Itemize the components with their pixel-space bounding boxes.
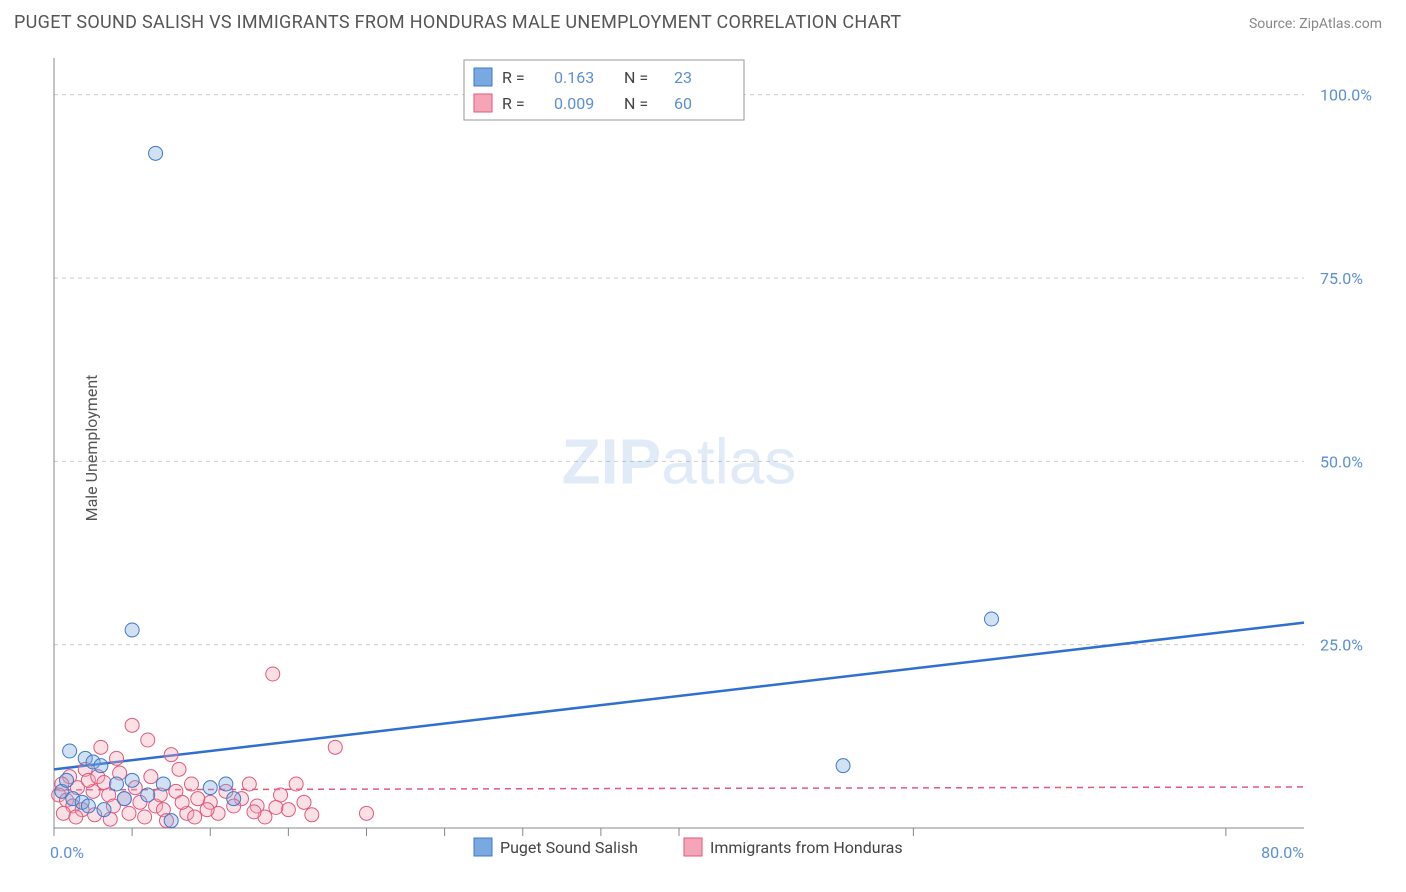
legend-r-value: 0.163 (554, 68, 594, 87)
scatter-point-pink (125, 718, 139, 732)
y-tick-label: 75.0% (1320, 269, 1363, 288)
scatter-point-pink (97, 776, 111, 790)
scatter-point-blue (125, 623, 139, 637)
legend-bottom-label: Immigrants from Honduras (710, 838, 903, 857)
scatter-point-pink (185, 777, 199, 791)
scatter-point-blue (141, 788, 155, 802)
scatter-point-blue (836, 759, 850, 773)
scatter-point-pink (172, 762, 186, 776)
scatter-point-pink (360, 806, 374, 820)
trend-line-pink (54, 787, 1304, 790)
y-axis-label: Male Unemployment (82, 375, 101, 522)
scatter-point-blue (110, 777, 124, 791)
source-attribution: Source: ZipAtlas.com (1249, 16, 1382, 32)
scatter-point-blue (985, 612, 999, 626)
legend-bottom-swatch (474, 838, 492, 856)
legend-bottom-label: Puget Sound Salish (500, 838, 638, 857)
scatter-point-pink (56, 806, 70, 820)
scatter-point-pink (188, 810, 202, 824)
watermark: ZIPatlas (562, 425, 797, 497)
scatter-point-pink (175, 795, 189, 809)
legend-n-value: 60 (674, 94, 692, 113)
legend-bottom-swatch (684, 838, 702, 856)
scatter-point-pink (200, 803, 214, 817)
scatter-point-pink (191, 792, 205, 806)
scatter-point-pink (274, 788, 288, 802)
scatter-point-pink (247, 805, 261, 819)
legend-n-label: N = (624, 68, 648, 87)
chart-header: PUGET SOUND SALISH VS IMMIGRANTS FROM HO… (0, 0, 1406, 37)
chart-title: PUGET SOUND SALISH VS IMMIGRANTS FROM HO… (14, 12, 901, 33)
scatter-point-pink (94, 740, 108, 754)
scatter-point-pink (266, 667, 280, 681)
scatter-point-blue (156, 777, 170, 791)
x-min-label: 0.0% (50, 843, 84, 862)
scatter-point-pink (141, 733, 155, 747)
scatter-point-blue (125, 773, 139, 787)
scatter-point-pink (144, 770, 158, 784)
scatter-point-blue (63, 744, 77, 758)
scatter-point-pink (305, 808, 319, 822)
legend-r-value: 0.009 (554, 94, 594, 113)
legend-n-value: 23 (674, 68, 692, 87)
scatter-point-pink (110, 751, 124, 765)
scatter-point-blue (227, 792, 241, 806)
scatter-point-blue (60, 773, 74, 787)
legend-swatch (474, 94, 492, 112)
y-tick-label: 25.0% (1320, 636, 1363, 655)
scatter-point-pink (269, 800, 283, 814)
scatter-point-pink (289, 777, 303, 791)
x-max-label: 80.0% (1261, 843, 1304, 862)
scatter-point-blue (149, 146, 163, 160)
scatter-point-pink (69, 810, 83, 824)
scatter-point-pink (297, 795, 311, 809)
scatter-point-blue (219, 777, 233, 791)
scatter-point-blue (117, 792, 131, 806)
legend-swatch (474, 68, 492, 86)
scatter-point-blue (94, 759, 108, 773)
scatter-point-blue (203, 781, 217, 795)
legend-r-label: R = (502, 68, 525, 87)
scatter-point-pink (328, 740, 342, 754)
legend-n-label: N = (624, 94, 648, 113)
scatter-point-blue (164, 814, 178, 828)
legend-r-label: R = (502, 94, 525, 113)
scatter-point-pink (281, 803, 295, 817)
scatter-point-pink (138, 810, 152, 824)
scatter-chart: 25.0% 50.0% 75.0% 100.0% ZIPatlas 0.0% 80.0% R … (44, 48, 1384, 868)
plot-area: Male Unemployment 25.0% 50.0% 75.0% 100.0% Z… (44, 48, 1384, 848)
scatter-point-blue (81, 799, 95, 813)
y-tick-label: 50.0% (1320, 452, 1363, 471)
y-tick-label: 100.0% (1320, 86, 1372, 105)
scatter-point-pink (122, 806, 136, 820)
scatter-point-blue (97, 803, 111, 817)
scatter-point-pink (242, 777, 256, 791)
scatter-point-pink (164, 748, 178, 762)
